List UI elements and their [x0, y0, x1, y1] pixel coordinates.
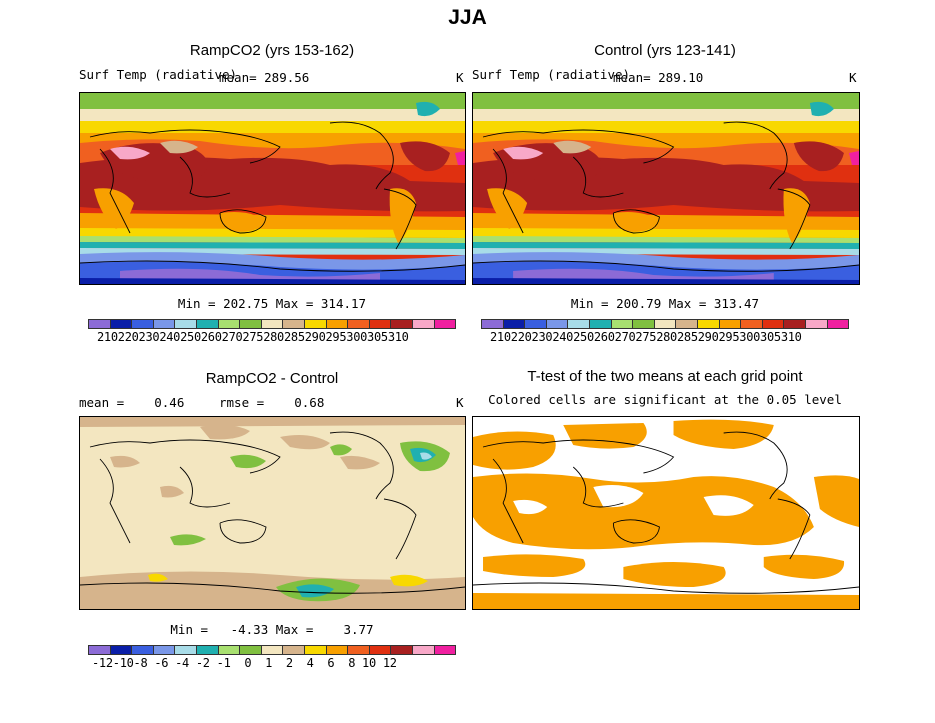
- diff-mean-label: mean = 0.46: [79, 395, 185, 410]
- ramp-colorbar-swatch-1: [109, 319, 132, 329]
- ramp-colorbar-swatch-4: [174, 319, 196, 329]
- ramp-colorbar-swatch-2: [131, 319, 153, 329]
- ramp-colorbar-swatch-8: [260, 319, 283, 329]
- diff-colorbar-swatch-9: [282, 645, 304, 655]
- diff-colorbar-swatch-12: [347, 645, 369, 655]
- control-colorbar-swatch-3: [545, 319, 568, 329]
- ramp-colorbar-swatch-13: [368, 319, 391, 329]
- ramp-temperature-map: [79, 92, 466, 285]
- control-colorbar-swatch-4: [567, 319, 589, 329]
- control-colorbar-swatch-5: [588, 319, 611, 329]
- ramp-variable-label: Surf Temp (radiative): [79, 67, 238, 82]
- ttest-panel-title: T-test of the two means at each grid poi…: [527, 368, 803, 385]
- ramp-colorbar-swatch-10: [303, 319, 326, 329]
- control-colorbar-swatch-11: [718, 319, 741, 329]
- control-colorbar-swatch-13: [761, 319, 784, 329]
- diff-colorbar-swatch-15: [411, 645, 434, 655]
- ramp-mean-label: mean= 289.56: [219, 70, 310, 85]
- diff-colorbar-swatch-2: [131, 645, 153, 655]
- control-colorbar-swatch-9: [675, 319, 697, 329]
- control-mean-label: mean= 289.10: [613, 70, 704, 85]
- ramp-colorbar-swatch-11: [325, 319, 348, 329]
- control-colorbar-swatch-12: [740, 319, 762, 329]
- diff-minmax-label: Min = -4.33 Max = 3.77: [170, 622, 374, 637]
- control-colorbar-swatch-2: [524, 319, 546, 329]
- ttest-significance-map: [472, 416, 860, 610]
- difference-map: [79, 416, 466, 610]
- ramp-colorbar-swatch-9: [282, 319, 304, 329]
- diff-colorbar-swatch-3: [152, 645, 175, 655]
- control-colorbar-labels: 2102202302402502602702752802852902953003…: [490, 330, 802, 344]
- diff-colorbar-swatch-7: [239, 645, 261, 655]
- ramp-colorbar-swatch-12: [347, 319, 369, 329]
- control-panel-title: Control (yrs 123-141): [594, 42, 736, 59]
- ramp-panel-title: RampCO2 (yrs 153-162): [189, 42, 355, 59]
- diff-colorbar-swatch-10: [303, 645, 326, 655]
- ramp-colorbar-swatch-14: [390, 319, 412, 329]
- diff-colorbar: [88, 645, 457, 655]
- diff-colorbar-swatch-1: [109, 645, 132, 655]
- diff-colorbar-swatch-13: [368, 645, 391, 655]
- control-colorbar: [481, 319, 850, 329]
- ramp-minmax-label: Min = 202.75 Max = 314.17: [177, 296, 367, 311]
- diff-colorbar-swatch-14: [390, 645, 412, 655]
- control-colorbar-swatch-14: [783, 319, 805, 329]
- diff-panel-title: RampCO2 - Control: [205, 370, 339, 387]
- figure-title: JJA: [448, 6, 487, 29]
- diff-colorbar-swatch-6: [217, 645, 240, 655]
- ramp-colorbar: [88, 319, 457, 329]
- diff-colorbar-swatch-4: [174, 645, 196, 655]
- control-colorbar-swatch-15: [804, 319, 827, 329]
- control-colorbar-swatch-10: [696, 319, 719, 329]
- diff-colorbar-swatch-0: [88, 645, 110, 655]
- diff-colorbar-swatch-8: [260, 645, 283, 655]
- ramp-colorbar-swatch-3: [152, 319, 175, 329]
- control-temperature-map: [472, 92, 860, 285]
- control-colorbar-swatch-8: [653, 319, 676, 329]
- diff-units-label: K: [456, 395, 464, 410]
- ramp-colorbar-swatch-6: [217, 319, 240, 329]
- diff-colorbar-swatch-5: [195, 645, 218, 655]
- control-colorbar-swatch-7: [632, 319, 654, 329]
- ttest-subtitle: Colored cells are significant at the 0.0…: [488, 392, 842, 407]
- ramp-colorbar-labels: 2102202302402502602702752802852902953003…: [97, 330, 409, 344]
- control-colorbar-swatch-0: [481, 319, 503, 329]
- diff-colorbar-swatch-16: [433, 645, 457, 655]
- ramp-colorbar-swatch-16: [433, 319, 457, 329]
- control-units-label: K: [849, 70, 857, 85]
- ramp-colorbar-swatch-15: [411, 319, 434, 329]
- control-colorbar-swatch-16: [826, 319, 850, 329]
- diff-rmse-label: rmse = 0.68: [219, 395, 325, 410]
- control-colorbar-swatch-1: [502, 319, 525, 329]
- control-minmax-label: Min = 200.79 Max = 313.47: [570, 296, 760, 311]
- ramp-colorbar-swatch-5: [195, 319, 218, 329]
- ramp-colorbar-swatch-7: [239, 319, 261, 329]
- ramp-colorbar-swatch-0: [88, 319, 110, 329]
- ramp-units-label: K: [456, 70, 464, 85]
- control-variable-label: Surf Temp (radiative): [472, 67, 631, 82]
- control-colorbar-swatch-6: [610, 319, 633, 329]
- diff-colorbar-swatch-11: [325, 645, 348, 655]
- diff-colorbar-labels: -12-10-8 -6 -4 -2 -1 0 1 2 4 6 8 10 12: [92, 656, 397, 670]
